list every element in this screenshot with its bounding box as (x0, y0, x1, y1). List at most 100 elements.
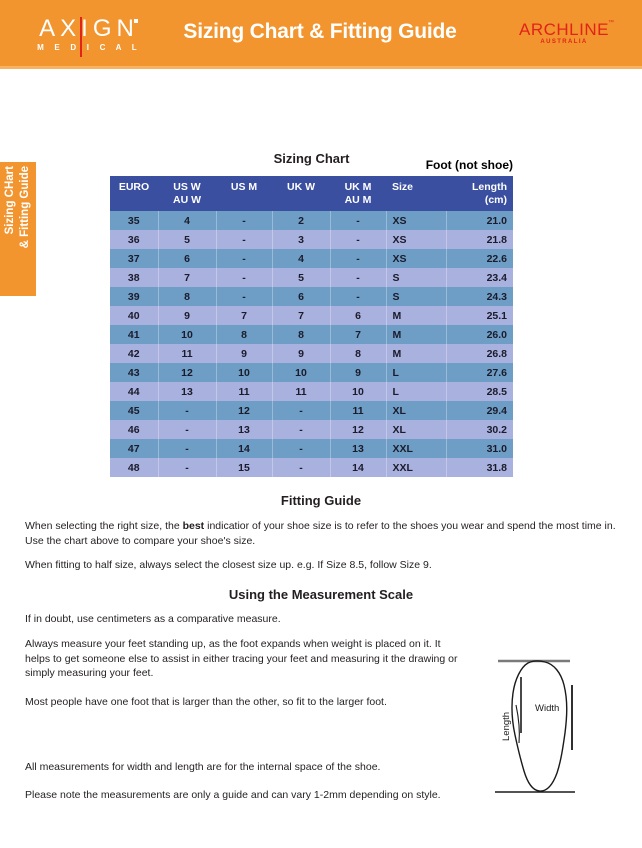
table-row: 40 9 7 7 6 M 25.1 (110, 306, 513, 325)
cell-length: 24.3 (446, 287, 513, 306)
cell-uk-w: - (272, 401, 331, 420)
table-row: 36 5-3- XS 21.8 (110, 230, 513, 249)
cell-uk-m: 10 (330, 382, 387, 401)
cell-uk-m: 13 (330, 439, 387, 458)
cell-uk-w: 3 (272, 230, 331, 249)
cell-uk-w: 8 (272, 325, 331, 344)
table-body: 35 4-2- XS 21.0 36 5-3- XS 21.8 37 6-4- XS 22.6 38 7-… (110, 211, 513, 477)
cell-euro: 35 (110, 211, 159, 230)
cell-us-m: 8 (216, 325, 273, 344)
cell-us-m: 14 (216, 439, 273, 458)
cell-us-m: 10 (216, 363, 273, 382)
cell-length: 21.8 (446, 230, 513, 249)
cell-size: XXL (386, 458, 447, 477)
column-header-uk-m-sub: AU M (344, 194, 372, 206)
axign-logo-subtitle: M E D I C A L (37, 43, 141, 52)
cell-us-m: - (216, 268, 273, 287)
column-header-us-w: US W AU W (158, 176, 216, 211)
side-tab-label-line1: Sizing CHart (4, 166, 16, 235)
cell-us-w: 5 (158, 230, 217, 249)
cell-length: 23.4 (446, 268, 513, 287)
table-row: 43 12 10 10 9 L 27.6 (110, 363, 513, 382)
cell-length: 31.8 (446, 458, 513, 477)
cell-length: 26.8 (446, 344, 513, 363)
cell-size: S (386, 268, 447, 287)
foot-not-shoe-note: Foot (not shoe) (425, 158, 513, 172)
cell-euro: 45 (110, 401, 159, 420)
cell-uk-m: 8 (330, 344, 387, 363)
cell-euro: 37 (110, 249, 159, 268)
archline-logo-subtitle: AUSTRALIA (540, 39, 588, 45)
measurement-paragraph-4: All measurements for width and length ar… (25, 761, 381, 773)
cell-us-w: 12 (158, 363, 217, 382)
table-header-row: EURO US W AU W US M UK W UK M AU M Size … (110, 176, 513, 211)
table-row: 48-15-14 XXL 31.8 (110, 458, 513, 477)
cell-uk-m: 12 (330, 420, 387, 439)
page-title: Sizing Chart & Fitting Guide (183, 20, 457, 43)
foot-measurement-diagram: Width Length (490, 645, 635, 835)
cell-us-w: 11 (158, 344, 217, 363)
column-header-euro-main: EURO (118, 181, 150, 193)
archline-logo: ARCHLINE ™ AUSTRALIA (512, 20, 616, 52)
table-row: 39 8-6- S 24.3 (110, 287, 513, 306)
sizing-chart-table: EURO US W AU W US M UK W UK M AU M Size … (110, 176, 513, 477)
column-header-euro: EURO (110, 176, 158, 211)
measurement-paragraph-3: Most people have one foot that is larger… (25, 696, 387, 708)
cell-us-w: 13 (158, 382, 217, 401)
axign-medical-logo: AXIGN M E D I C A L (33, 15, 145, 57)
cell-uk-w: 4 (272, 249, 331, 268)
cell-uk-m: 6 (330, 306, 387, 325)
cell-length: 29.4 (446, 401, 513, 420)
cell-us-m: 12 (216, 401, 273, 420)
cell-uk-m: - (330, 268, 387, 287)
cell-uk-w: 2 (272, 211, 331, 230)
side-tab-label-line2: & Fitting Guide (19, 166, 31, 249)
fitting-guide-p1-bold: best (182, 520, 205, 532)
cell-euro: 38 (110, 268, 159, 287)
column-header-us-m-main: US M (230, 181, 258, 193)
column-header-size: Size (386, 176, 446, 211)
cell-us-m: 11 (216, 382, 273, 401)
cell-us-w: 4 (158, 211, 217, 230)
column-header-length-main: Length (472, 181, 507, 193)
column-header-uk-w: UK W (272, 176, 330, 211)
cell-us-w: 10 (158, 325, 217, 344)
cell-uk-w: 5 (272, 268, 331, 287)
cell-uk-m: - (330, 287, 387, 306)
cell-us-m: 15 (216, 458, 273, 477)
cell-euro: 39 (110, 287, 159, 306)
cell-uk-w: 6 (272, 287, 331, 306)
cell-us-m: - (216, 287, 273, 306)
cell-size: XS (386, 249, 447, 268)
measurement-scale-heading: Using the Measurement Scale (228, 587, 414, 602)
column-header-size-main: Size (392, 181, 414, 193)
cell-uk-m: - (330, 211, 387, 230)
table-row: 41 10 8 8 7 M 26.0 (110, 325, 513, 344)
table-row: 45-12-11 XL 29.4 (110, 401, 513, 420)
cell-euro: 47 (110, 439, 159, 458)
cell-uk-w: - (272, 458, 331, 477)
cell-us-w: 7 (158, 268, 217, 287)
table-row: 46-13-12 XL 30.2 (110, 420, 513, 439)
cell-euro: 42 (110, 344, 159, 363)
cell-us-m: 9 (216, 344, 273, 363)
cell-size: S (386, 287, 447, 306)
cell-euro: 36 (110, 230, 159, 249)
foot-outline-icon: Width Length (495, 659, 575, 793)
side-tab-sizing-chart: Sizing CHart & Fitting Guide (0, 162, 36, 296)
axign-logo-wordmark: AXIGN (39, 15, 139, 42)
cell-size: M (386, 325, 447, 344)
cell-size: M (386, 344, 447, 363)
cell-length: 25.1 (446, 306, 513, 325)
cell-us-m: - (216, 230, 273, 249)
archline-trademark-icon: ™ (608, 20, 614, 26)
cell-size: L (386, 382, 447, 401)
cell-us-m: 7 (216, 306, 273, 325)
sizing-chart-title: Sizing Chart (273, 151, 350, 166)
cell-uk-w: 10 (272, 363, 331, 382)
cell-us-w: - (158, 458, 217, 477)
cell-us-w: - (158, 420, 217, 439)
cell-us-m: - (216, 211, 273, 230)
cell-length: 30.2 (446, 420, 513, 439)
cell-size: M (386, 306, 447, 325)
